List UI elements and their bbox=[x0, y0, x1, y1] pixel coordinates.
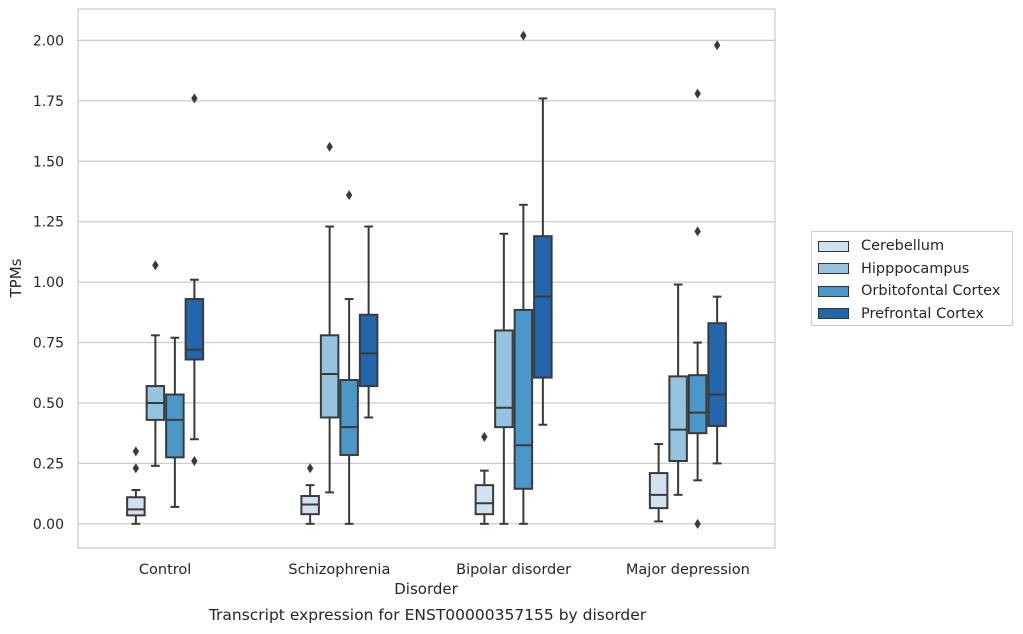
legend-label-cerebellum: Cerebellum bbox=[861, 238, 945, 255]
box bbox=[687, 88, 708, 529]
box bbox=[648, 443, 669, 523]
legend-swatch-prefrontal-cortex bbox=[818, 308, 849, 320]
outlier-marker bbox=[132, 446, 140, 457]
box-iqr bbox=[339, 379, 359, 456]
legend-label-orbitofrontal-cortex: Orbitofontal Cortex bbox=[861, 283, 1001, 300]
outlier-marker bbox=[132, 463, 140, 474]
series-hipppocampus bbox=[145, 141, 688, 525]
legend-swatch-hippocampus bbox=[818, 263, 849, 275]
box-iqr bbox=[513, 308, 534, 490]
legend-label-hippocampus: Hipppocampus bbox=[861, 260, 970, 277]
x-tick-label: Bipolar disorder bbox=[456, 562, 571, 578]
series-cerebellum bbox=[126, 431, 669, 525]
box bbox=[300, 463, 320, 525]
box bbox=[494, 232, 514, 525]
outlier-marker bbox=[152, 260, 159, 271]
box-iqr bbox=[648, 472, 669, 510]
y-tick-label: 0.00 bbox=[33, 517, 64, 533]
box bbox=[184, 93, 205, 466]
outlier-marker bbox=[326, 141, 333, 152]
legend-item-hippocampus: Hipppocampus bbox=[818, 258, 1012, 281]
box bbox=[668, 283, 688, 496]
figure-caption: Transcript expression for ENST0000035715… bbox=[208, 606, 647, 624]
y-tick-label: 1.50 bbox=[33, 154, 64, 170]
box-iqr bbox=[533, 235, 553, 379]
y-tick-label: 2.00 bbox=[33, 33, 64, 49]
series-orbitofontal-cortex bbox=[165, 30, 708, 529]
x-tick-labels: Control Schizophrenia Bipolar disorder Majo… bbox=[139, 562, 750, 578]
outlier-marker bbox=[694, 88, 701, 99]
x-axis-label: Disorder bbox=[394, 580, 458, 598]
y-tick-labels: 0.00 0.25 0.50 0.75 1.00 1.25 1.50 1.75 2.00 bbox=[33, 33, 64, 532]
box-iqr bbox=[184, 298, 205, 361]
series-prefrontal-cortex bbox=[184, 40, 727, 466]
box bbox=[707, 40, 727, 465]
x-tick-label: Major depression bbox=[626, 562, 750, 578]
box-iqr bbox=[494, 329, 514, 429]
outlier-marker bbox=[713, 40, 721, 51]
legend-item-prefrontal-cortex: Prefrontal Cortex bbox=[818, 303, 1012, 326]
y-tick-label: 0.75 bbox=[33, 336, 64, 352]
y-tick-label: 0.50 bbox=[33, 396, 64, 412]
box-series bbox=[126, 30, 727, 529]
box-iqr bbox=[668, 375, 688, 462]
box-iqr bbox=[165, 393, 185, 459]
y-tick-label: 1.25 bbox=[33, 215, 64, 231]
legend-label-prefrontal-cortex: Prefrontal Cortex bbox=[861, 305, 984, 322]
y-tick-label: 1.00 bbox=[33, 275, 64, 291]
y-axis-label: TPMs bbox=[7, 258, 25, 298]
outlier-marker bbox=[191, 93, 198, 104]
box bbox=[474, 431, 495, 525]
y-tick-label: 0.25 bbox=[33, 456, 64, 472]
box-iqr bbox=[707, 322, 727, 427]
box-iqr bbox=[358, 313, 379, 388]
box bbox=[145, 260, 166, 467]
legend-item-cerebellum: Cerebellum bbox=[818, 235, 1012, 258]
box-iqr bbox=[474, 484, 495, 516]
plot-area-frame bbox=[77, 8, 776, 549]
box bbox=[358, 225, 379, 419]
box bbox=[339, 190, 359, 525]
legend-item-orbitofrontal-cortex: Orbitofontal Cortex bbox=[818, 280, 1012, 303]
outlier-marker bbox=[191, 455, 198, 466]
box bbox=[165, 336, 185, 508]
x-tick-label: Control bbox=[139, 562, 191, 578]
outlier-marker bbox=[694, 518, 701, 529]
box bbox=[533, 97, 553, 426]
box bbox=[513, 30, 534, 525]
box-iqr bbox=[126, 496, 146, 517]
outlier-marker bbox=[345, 190, 353, 201]
outlier-marker bbox=[481, 431, 488, 442]
box-iqr bbox=[319, 334, 340, 419]
x-tick-label: Schizophrenia bbox=[288, 562, 390, 578]
outlier-marker bbox=[694, 226, 701, 237]
legend-swatch-cerebellum bbox=[818, 240, 849, 252]
box-iqr bbox=[687, 374, 708, 435]
box bbox=[126, 446, 146, 525]
outlier-marker bbox=[306, 463, 314, 474]
box bbox=[319, 141, 340, 494]
y-tick-label: 1.75 bbox=[33, 94, 64, 110]
outlier-marker bbox=[520, 30, 527, 41]
legend: Cerebellum Hipppocampus Orbitofontal Cor… bbox=[811, 231, 1013, 326]
legend-swatch-orbitofrontal-cortex bbox=[818, 285, 849, 297]
